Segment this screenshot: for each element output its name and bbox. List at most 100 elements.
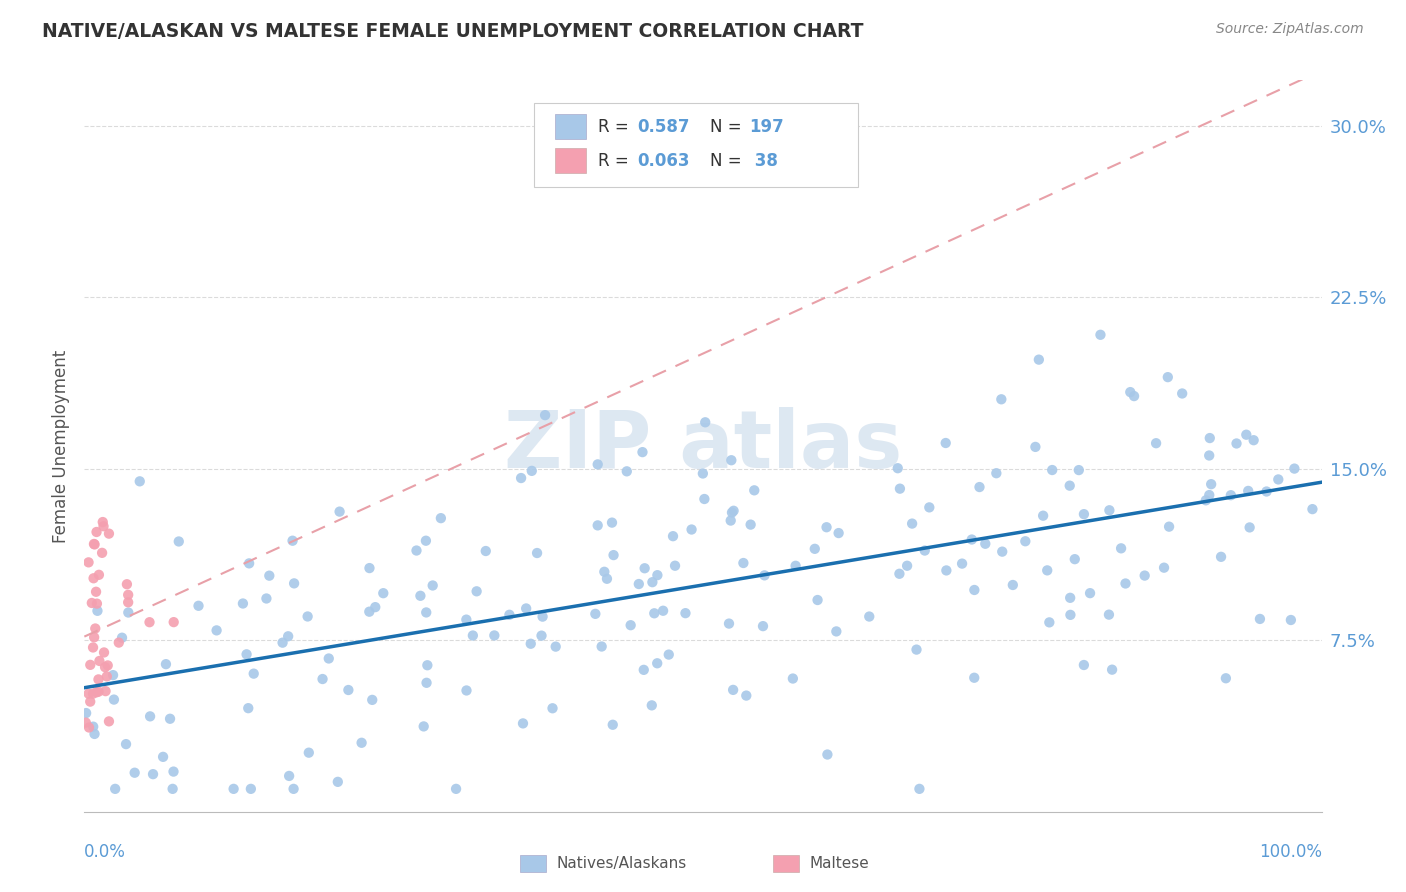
Point: [117, 606, 139, 620]
Point: [1098, 607, 1121, 622]
Point: [586, 458, 609, 472]
Point: [692, 467, 714, 481]
Point: [1243, 434, 1265, 448]
Point: [83, 727, 105, 741]
Point: [82, 640, 104, 655]
Point: [86, 597, 108, 611]
Point: [1032, 508, 1054, 523]
Point: [75, 715, 97, 730]
Point: [1109, 541, 1132, 556]
Point: [1059, 478, 1081, 492]
Point: [827, 526, 849, 541]
Point: [1157, 519, 1180, 533]
Point: [1059, 607, 1081, 622]
Point: [652, 604, 675, 618]
Point: [1114, 576, 1136, 591]
Point: [163, 615, 186, 629]
Point: [103, 692, 125, 706]
Point: [326, 775, 349, 789]
Point: [350, 736, 373, 750]
Point: [1063, 552, 1085, 566]
Point: [600, 516, 623, 530]
Point: [96, 669, 118, 683]
Point: [887, 461, 910, 475]
Point: [86, 685, 108, 699]
Point: [79, 695, 101, 709]
Point: [235, 648, 257, 662]
Point: [658, 648, 681, 662]
Point: [515, 601, 537, 615]
Point: [645, 657, 668, 671]
Point: [1073, 507, 1095, 521]
Point: [908, 781, 931, 796]
Point: [162, 781, 184, 796]
Text: N =: N =: [710, 118, 747, 136]
Point: [1101, 663, 1123, 677]
Point: [723, 504, 745, 518]
Point: [510, 471, 533, 485]
Point: [232, 597, 254, 611]
Text: Maltese: Maltese: [810, 856, 869, 871]
Text: R =: R =: [598, 118, 634, 136]
Point: [1028, 352, 1050, 367]
Point: [1284, 461, 1306, 475]
Point: [520, 464, 543, 478]
Point: [461, 628, 484, 642]
Point: [901, 516, 924, 531]
Point: [111, 631, 134, 645]
Point: [1038, 615, 1060, 630]
Point: [641, 698, 664, 713]
Point: [1144, 436, 1167, 450]
Point: [1256, 484, 1278, 499]
Point: [84, 622, 107, 636]
Point: [986, 467, 1008, 481]
Point: [1119, 385, 1142, 400]
Point: [1198, 449, 1220, 463]
Text: ZIP atlas: ZIP atlas: [503, 407, 903, 485]
Point: [138, 615, 160, 630]
Point: [1157, 370, 1180, 384]
Point: [914, 543, 936, 558]
Point: [416, 658, 439, 673]
Point: [643, 607, 665, 621]
Point: [361, 693, 384, 707]
Point: [498, 607, 520, 622]
Point: [82, 720, 104, 734]
Point: [87, 567, 110, 582]
Point: [733, 556, 755, 570]
Point: [117, 588, 139, 602]
Point: [591, 640, 613, 654]
Point: [124, 765, 146, 780]
Point: [238, 701, 260, 715]
Point: [641, 575, 664, 590]
Point: [94, 684, 117, 698]
Point: [935, 564, 957, 578]
Point: [596, 572, 619, 586]
Point: [297, 609, 319, 624]
Point: [531, 609, 554, 624]
Y-axis label: Female Unemployment: Female Unemployment: [52, 350, 70, 542]
Text: Natives/Alaskans: Natives/Alaskans: [557, 856, 688, 871]
Point: [990, 392, 1012, 407]
Point: [430, 511, 453, 525]
Point: [1279, 613, 1302, 627]
Point: [1195, 493, 1218, 508]
Point: [720, 453, 742, 467]
Point: [1153, 560, 1175, 574]
Point: [456, 613, 478, 627]
Point: [115, 737, 138, 751]
Point: [254, 591, 277, 606]
Point: [329, 505, 352, 519]
Point: [1215, 671, 1237, 685]
Point: [91, 546, 114, 560]
Point: [825, 624, 848, 639]
Point: [1219, 488, 1241, 502]
Point: [889, 566, 911, 581]
Point: [583, 607, 606, 621]
Point: [602, 548, 624, 562]
Point: [117, 595, 139, 609]
Point: [905, 642, 928, 657]
Text: 0.0%: 0.0%: [84, 843, 127, 861]
Point: [806, 593, 828, 607]
Point: [695, 415, 717, 429]
